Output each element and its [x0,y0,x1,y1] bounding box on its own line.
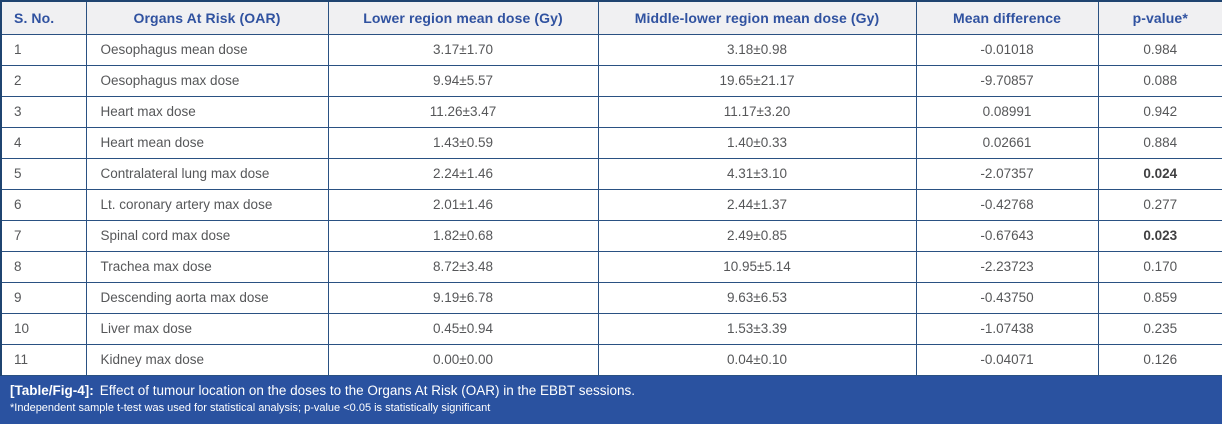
cell-lower: 3.17±1.70 [327,33,599,66]
table-row: 9 Descending aorta max dose 9.19±6.78 9.63±… [0,281,1222,314]
cell-p-value: 0.277 [1097,188,1222,221]
caption-footnote: *Independent sample t-test was used for … [10,401,491,414]
column-header: p-value* [1097,0,1222,35]
cell-p-value: 0.859 [1097,281,1222,314]
cell-organ: Kidney max dose [85,343,329,376]
cell-lower: 9.94±5.57 [327,64,599,97]
table-row: 6 Lt. coronary artery max dose 2.01±1.46 2.… [0,188,1222,221]
cell-sno: 4 [0,126,87,159]
column-header: Organs At Risk (OAR) [85,0,329,35]
cell-mean-diff: -0.42768 [915,188,1099,221]
caption-text: Effect of tumour location on the doses t… [99,382,636,398]
cell-organ: Oesophagus mean dose [85,33,329,66]
cell-sno: 10 [0,312,87,345]
cell-sno: 6 [0,188,87,221]
cell-sno: 11 [0,343,87,376]
cell-lower: 1.82±0.68 [327,219,599,252]
table-row: 3 Heart max dose 11.26±3.47 11.17±3.20 0.089… [0,95,1222,128]
cell-mean-diff: -2.07357 [915,157,1099,190]
cell-lower: 0.00±0.00 [327,343,599,376]
cell-mean-diff: -1.07438 [915,312,1099,345]
cell-organ: Heart mean dose [85,126,329,159]
cell-p-value: 0.984 [1097,33,1222,66]
column-header: Mean difference [915,0,1099,35]
cell-lower: 11.26±3.47 [327,95,599,128]
cell-middle-lower: 1.53±3.39 [597,312,917,345]
cell-middle-lower: 11.17±3.20 [597,95,917,128]
cell-organ: Oesophagus max dose [85,64,329,97]
cell-sno: 1 [0,33,87,66]
column-header: S. No. [0,0,87,35]
cell-organ: Heart max dose [85,95,329,128]
cell-sno: 9 [0,281,87,314]
cell-organ: Descending aorta max dose [85,281,329,314]
cell-sno: 8 [0,250,87,283]
table-row: 11 Kidney max dose 0.00±0.00 0.04±0.10 -0.04… [0,343,1222,376]
table-row: 1 Oesophagus mean dose 3.17±1.70 3.18±0.98-… [0,33,1222,66]
cell-mean-diff: -0.04071 [915,343,1099,376]
column-header: Lower region mean dose (Gy) [327,0,599,35]
cell-middle-lower: 4.31±3.10 [597,157,917,190]
cell-middle-lower: 19.65±21.17 [597,64,917,97]
table-row: 8 Trachea max dose 8.72±3.48 10.95±5.14 -2.2… [0,250,1222,283]
table-row: 4 Heart mean dose 1.43±0.59 1.40±0.33 0.0266… [0,126,1222,159]
cell-mean-diff: -9.70857 [915,64,1099,97]
cell-mean-diff: -0.67643 [915,219,1099,252]
cell-lower: 8.72±3.48 [327,250,599,283]
cell-middle-lower: 2.44±1.37 [597,188,917,221]
cell-p-value: 0.024 [1097,157,1222,190]
cell-organ: Liver max dose [85,312,329,345]
cell-sno: 3 [0,95,87,128]
caption-line: [Table/Fig-4]: Effect of tumour location … [10,382,1212,399]
cell-organ: Spinal cord max dose [85,219,329,252]
column-header: Middle-lower region mean dose (Gy) [597,0,917,35]
cell-organ: Lt. coronary artery max dose [85,188,329,221]
oar-dose-table: S. No. Organs At Risk (OAR) Lower region m… [0,0,1222,376]
cell-sno: 5 [0,157,87,190]
cell-middle-lower: 3.18±0.98 [597,33,917,66]
cell-mean-diff: -0.01018 [915,33,1099,66]
cell-sno: 7 [0,219,87,252]
cell-lower: 1.43±0.59 [327,126,599,159]
caption-label: [Table/Fig-4]: [10,382,94,398]
cell-p-value: 0.023 [1097,219,1222,252]
cell-lower: 2.01±1.46 [327,188,599,221]
cell-organ: Trachea max dose [85,250,329,283]
cell-p-value: 0.884 [1097,126,1222,159]
cell-lower: 9.19±6.78 [327,281,599,314]
cell-middle-lower: 10.95±5.14 [597,250,917,283]
table-row: 5 Contralateral lung max dose 2.24±1.46 4.3… [0,157,1222,190]
cell-mean-diff: 0.08991 [915,95,1099,128]
cell-middle-lower: 9.63±6.53 [597,281,917,314]
table-row: 2 Oesophagus max dose 9.94±5.57 19.65±21.17… [0,64,1222,97]
cell-p-value: 0.170 [1097,250,1222,283]
cell-p-value: 0.126 [1097,343,1222,376]
cell-organ: Contralateral lung max dose [85,157,329,190]
table-row: 10 Liver max dose 0.45±0.94 1.53±3.39 -1.074… [0,312,1222,345]
cell-sno: 2 [0,64,87,97]
cell-lower: 0.45±0.94 [327,312,599,345]
cell-lower: 2.24±1.46 [327,157,599,190]
cell-mean-diff: -0.43750 [915,281,1099,314]
table-row: 7 Spinal cord max dose 1.82±0.68 2.49±0.85-… [0,219,1222,252]
cell-mean-diff: -2.23723 [915,250,1099,283]
cell-p-value: 0.088 [1097,64,1222,97]
table-body: 1 Oesophagus mean dose 3.17±1.70 3.18±0.98-… [0,33,1222,376]
cell-p-value: 0.942 [1097,95,1222,128]
header-row: S. No. Organs At Risk (OAR) Lower region m… [0,0,1222,35]
cell-mean-diff: 0.02661 [915,126,1099,159]
cell-middle-lower: 2.49±0.85 [597,219,917,252]
cell-middle-lower: 1.40±0.33 [597,126,917,159]
caption-band: [Table/Fig-4]: Effect of tumour location … [0,375,1222,424]
cell-p-value: 0.235 [1097,312,1222,345]
cell-middle-lower: 0.04±0.10 [597,343,917,376]
